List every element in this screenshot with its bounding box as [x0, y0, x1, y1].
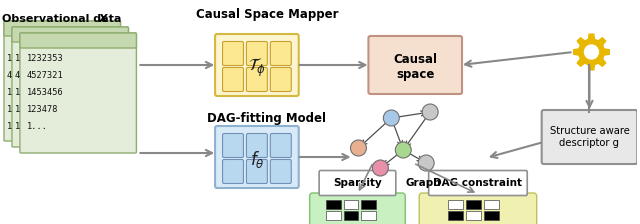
FancyBboxPatch shape [20, 33, 136, 48]
FancyBboxPatch shape [223, 159, 243, 183]
Circle shape [584, 45, 598, 59]
FancyBboxPatch shape [20, 33, 136, 153]
Text: 1232353: 1232353 [27, 54, 63, 62]
Text: $\mathcal{T}_{\phi}$: $\mathcal{T}_{\phi}$ [248, 55, 266, 79]
FancyBboxPatch shape [429, 170, 527, 196]
FancyBboxPatch shape [270, 67, 291, 91]
Bar [466, 200, 481, 209]
Bar [326, 200, 340, 209]
FancyBboxPatch shape [215, 34, 299, 96]
FancyBboxPatch shape [310, 193, 405, 224]
Circle shape [418, 155, 434, 171]
Text: DAG-fitting Model: DAG-fitting Model [207, 112, 326, 125]
FancyBboxPatch shape [4, 21, 120, 36]
Text: 4: 4 [7, 71, 12, 80]
Bar [484, 200, 499, 209]
FancyBboxPatch shape [270, 159, 291, 183]
Text: 1: 1 [7, 88, 12, 97]
Bar [448, 211, 463, 220]
FancyBboxPatch shape [541, 110, 637, 164]
FancyBboxPatch shape [4, 21, 120, 141]
Text: Sparsity: Sparsity [333, 178, 382, 188]
Text: 123478: 123478 [27, 105, 58, 114]
Text: 4: 4 [15, 71, 20, 80]
Text: 1453456: 1453456 [27, 88, 63, 97]
FancyBboxPatch shape [223, 134, 243, 157]
FancyBboxPatch shape [215, 126, 299, 188]
FancyBboxPatch shape [246, 159, 268, 183]
FancyBboxPatch shape [369, 36, 462, 94]
Circle shape [372, 160, 388, 176]
Text: $f_{\theta}$: $f_{\theta}$ [250, 149, 264, 170]
Text: 1: 1 [15, 105, 20, 114]
Bar [484, 211, 499, 220]
Bar [344, 211, 358, 220]
Text: 4527321: 4527321 [27, 71, 63, 80]
Text: Causal
space: Causal space [393, 53, 437, 81]
FancyBboxPatch shape [270, 134, 291, 157]
Text: Graph: Graph [405, 178, 441, 188]
Text: Structure aware
descriptor g: Structure aware descriptor g [550, 126, 629, 148]
Bar [362, 200, 376, 209]
FancyBboxPatch shape [246, 134, 268, 157]
Bar [344, 200, 358, 209]
Text: 1: 1 [15, 88, 20, 97]
Text: 1...: 1... [27, 121, 48, 131]
Bar [362, 211, 376, 220]
FancyBboxPatch shape [246, 41, 268, 65]
Bar [326, 211, 340, 220]
Bar [466, 211, 481, 220]
Text: 1: 1 [7, 54, 12, 62]
Text: 1: 1 [15, 54, 20, 62]
Circle shape [396, 142, 412, 158]
Text: DAG constraint: DAG constraint [433, 178, 522, 188]
Bar [448, 200, 463, 209]
FancyBboxPatch shape [419, 193, 537, 224]
FancyBboxPatch shape [12, 27, 129, 42]
Circle shape [383, 110, 399, 126]
Text: 1: 1 [7, 121, 12, 131]
FancyBboxPatch shape [270, 41, 291, 65]
Text: 1: 1 [15, 121, 20, 131]
Circle shape [351, 140, 367, 156]
FancyBboxPatch shape [319, 170, 396, 196]
FancyBboxPatch shape [223, 67, 243, 91]
FancyBboxPatch shape [12, 27, 129, 147]
Polygon shape [573, 34, 609, 70]
Text: 1: 1 [7, 105, 12, 114]
Text: Observational data: Observational data [2, 14, 125, 24]
Circle shape [422, 104, 438, 120]
Text: Causal Space Mapper: Causal Space Mapper [196, 8, 338, 21]
FancyBboxPatch shape [223, 41, 243, 65]
FancyBboxPatch shape [246, 67, 268, 91]
Text: X: X [99, 14, 108, 24]
